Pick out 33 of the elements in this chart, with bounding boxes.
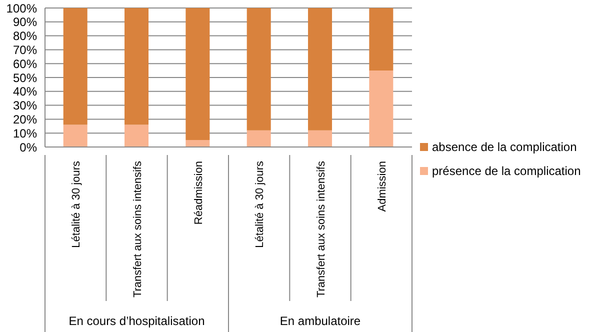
bar — [124, 124, 149, 147]
bar — [246, 130, 271, 147]
bar — [124, 8, 149, 125]
y-tick-label: 80% — [12, 29, 38, 44]
y-tick-label: 90% — [12, 15, 38, 30]
x-tick-label: Létalité à 30 jours — [70, 160, 83, 248]
y-tick-label: 60% — [12, 56, 38, 71]
bar — [186, 8, 210, 140]
bar — [246, 8, 271, 130]
x-tick-label: Létalité à 30 jours — [254, 160, 266, 248]
x-tick-label: Transfert aux soins intensifs — [315, 160, 328, 298]
y-tick-label: 0% — [20, 140, 38, 154]
bar — [186, 140, 210, 147]
y-tick-label: 20% — [12, 112, 38, 126]
bar — [63, 8, 88, 125]
bar — [308, 8, 332, 130]
x-tick-label: Admission — [376, 161, 388, 212]
bar — [369, 8, 394, 71]
x-tick-label: Réadmission — [192, 161, 205, 225]
x-tick-label: Transfert aux soins intensifs — [132, 160, 144, 298]
y-tick-label: 50% — [12, 70, 38, 85]
legend-label: absence de la complication — [432, 140, 577, 154]
y-tick-label: 100% — [6, 1, 38, 16]
y-tick-label: 40% — [12, 84, 38, 99]
bar — [63, 124, 88, 147]
y-tick-label: 30% — [12, 98, 38, 113]
legend-label: présence de la complication — [432, 164, 581, 178]
bar — [369, 70, 394, 147]
text: En ambulatoire — [280, 314, 361, 328]
y-tick-label: 10% — [12, 126, 38, 140]
y-tick-label: 70% — [12, 42, 38, 57]
text: En cours d’hospitalisation — [68, 314, 205, 328]
bar — [308, 130, 332, 147]
